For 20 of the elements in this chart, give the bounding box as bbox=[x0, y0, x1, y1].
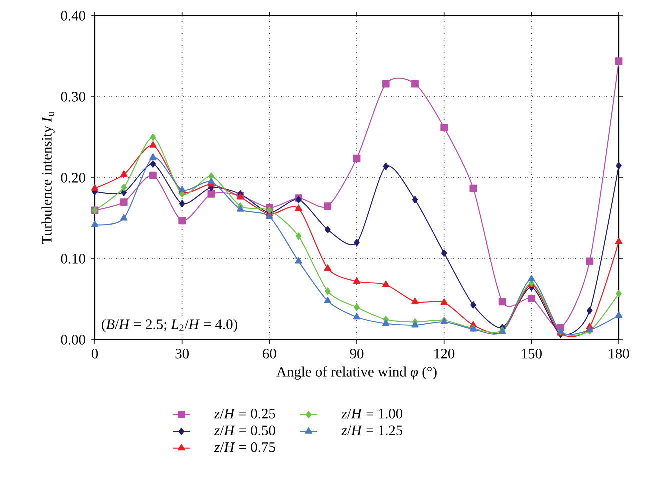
x-tick-label: 0 bbox=[92, 348, 98, 359]
y-tick-label: 0.40 bbox=[61, 11, 86, 21]
legend-label: z/H = 1.25 bbox=[342, 426, 403, 436]
y-tick-label: 0.30 bbox=[61, 92, 86, 102]
y-axis-title: Turbulence intensity I$_{u}$ bbox=[42, 112, 55, 244]
x-tick-label: 60 bbox=[263, 348, 276, 359]
legend-label: z/H = 1.00 bbox=[342, 408, 403, 419]
legend-label: z/H = 0.25 bbox=[214, 408, 276, 419]
y-tick-label: 0.10 bbox=[61, 254, 86, 264]
x-tick-label: 90 bbox=[350, 348, 364, 359]
x-tick-label: 120 bbox=[434, 348, 455, 359]
legend-label: z/H = 0.75 bbox=[214, 442, 276, 452]
x-tick-label: 30 bbox=[176, 348, 190, 359]
y-tick-label: 0.00 bbox=[61, 335, 86, 345]
y-tick-label: 0.20 bbox=[61, 173, 86, 183]
text: (B/H = 2.5; L$_{2}$/H = 4.0) bbox=[102, 319, 238, 332]
legend-label: z/H = 0.50 bbox=[214, 426, 276, 436]
x-axis-title: Angle of relative wind φ (°) bbox=[276, 366, 437, 380]
x-tick-label: 180 bbox=[609, 348, 630, 359]
x-tick-label: 150 bbox=[522, 348, 542, 359]
